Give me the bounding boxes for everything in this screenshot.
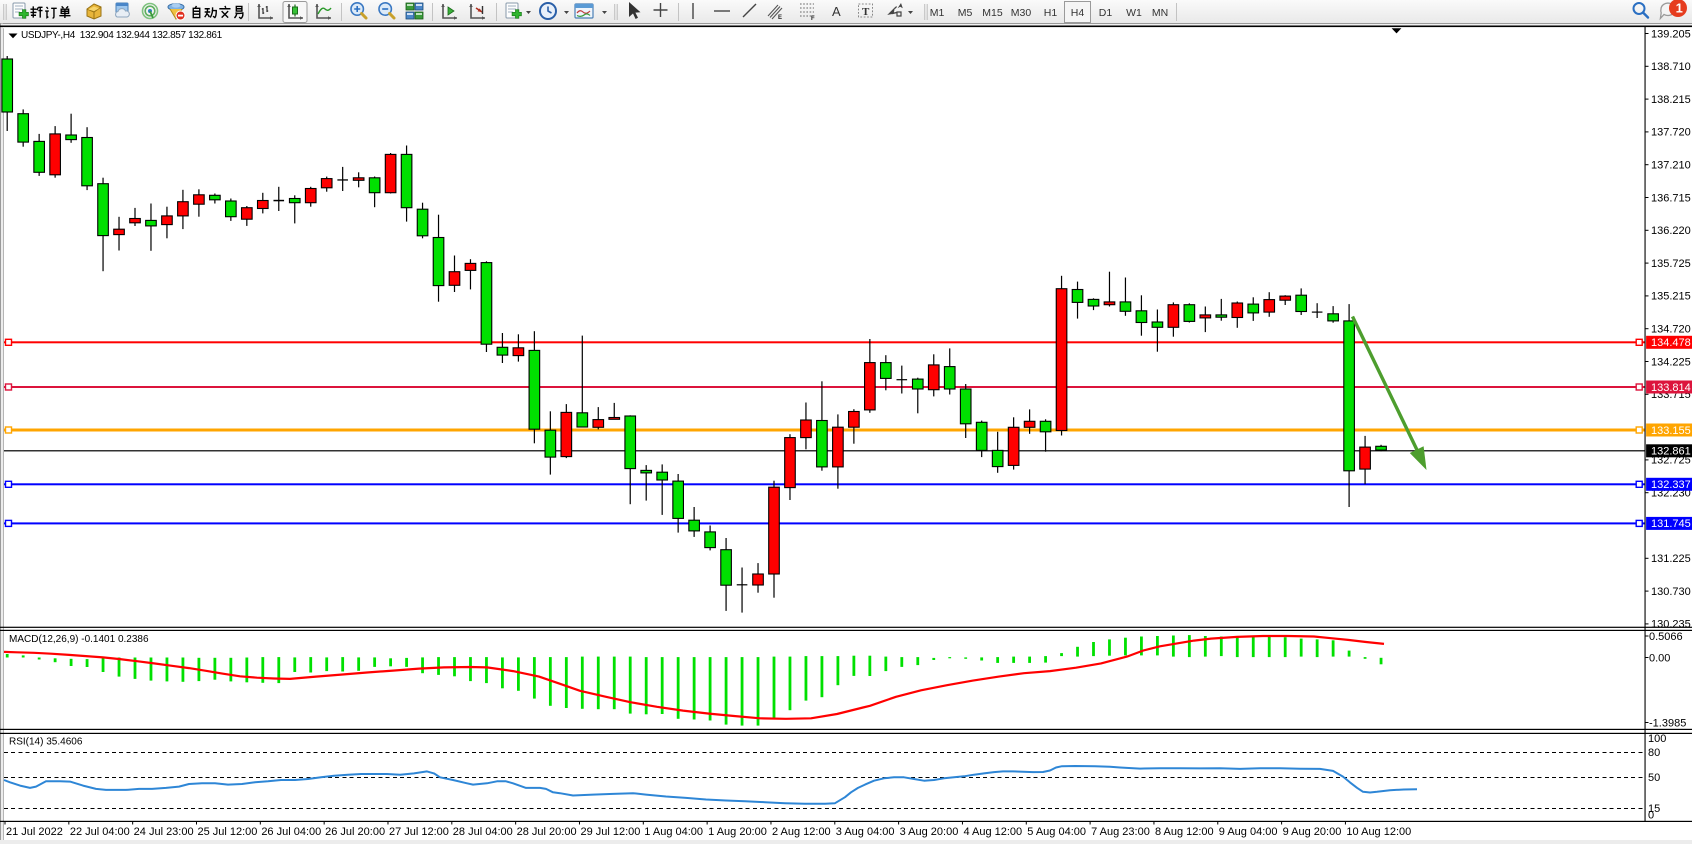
svg-text:131.745: 131.745 bbox=[1651, 518, 1691, 530]
svg-text:50: 50 bbox=[1648, 772, 1660, 784]
svg-text:1 Aug 20:00: 1 Aug 20:00 bbox=[708, 826, 767, 838]
svg-text:135.725: 135.725 bbox=[1651, 258, 1691, 270]
svg-text:0.00: 0.00 bbox=[1649, 652, 1670, 664]
svg-text:136.220: 136.220 bbox=[1651, 225, 1691, 237]
svg-text:137.720: 137.720 bbox=[1651, 127, 1691, 139]
svg-text:26 Jul 04:00: 26 Jul 04:00 bbox=[261, 826, 321, 838]
svg-text:3 Aug 04:00: 3 Aug 04:00 bbox=[836, 826, 895, 838]
svg-text:M5: M5 bbox=[958, 7, 973, 19]
svg-text:27 Jul 12:00: 27 Jul 12:00 bbox=[389, 826, 449, 838]
svg-text:28 Jul 04:00: 28 Jul 04:00 bbox=[453, 826, 513, 838]
svg-text:139.205: 139.205 bbox=[1651, 28, 1691, 40]
svg-text:80: 80 bbox=[1648, 747, 1660, 759]
svg-text:134.720: 134.720 bbox=[1651, 324, 1691, 336]
svg-text:USDJPY-,H4 132.904 132.944 13: USDJPY-,H4 132.904 132.944 132.857 132.8… bbox=[21, 30, 223, 41]
svg-text:H4: H4 bbox=[1071, 7, 1085, 19]
svg-text:133.155: 133.155 bbox=[1651, 425, 1691, 437]
svg-text:9 Aug 04:00: 9 Aug 04:00 bbox=[1219, 826, 1278, 838]
svg-text:138.710: 138.710 bbox=[1651, 61, 1691, 73]
svg-text:132.861: 132.861 bbox=[1651, 446, 1691, 458]
svg-text:133.814: 133.814 bbox=[1651, 382, 1691, 394]
svg-text:10 Aug 12:00: 10 Aug 12:00 bbox=[1346, 826, 1411, 838]
svg-text:0: 0 bbox=[1648, 810, 1654, 822]
svg-text:1 Aug 04:00: 1 Aug 04:00 bbox=[644, 826, 703, 838]
svg-text:4 Aug 12:00: 4 Aug 12:00 bbox=[963, 826, 1022, 838]
svg-text:138.215: 138.215 bbox=[1651, 94, 1691, 106]
svg-text:134.225: 134.225 bbox=[1651, 356, 1691, 368]
svg-text:H1: H1 bbox=[1044, 7, 1058, 19]
svg-text:M15: M15 bbox=[982, 7, 1003, 19]
svg-text:0.5066: 0.5066 bbox=[1649, 631, 1683, 643]
svg-text:MACD(12,26,9) -0.1401 0.2386: MACD(12,26,9) -0.1401 0.2386 bbox=[9, 634, 149, 645]
svg-text:-1.3985: -1.3985 bbox=[1649, 717, 1686, 729]
svg-text:M30: M30 bbox=[1011, 7, 1032, 19]
svg-text:8 Aug 12:00: 8 Aug 12:00 bbox=[1155, 826, 1214, 838]
svg-text:136.715: 136.715 bbox=[1651, 192, 1691, 204]
svg-text:29 Jul 12:00: 29 Jul 12:00 bbox=[580, 826, 640, 838]
svg-text:130.235: 130.235 bbox=[1651, 619, 1691, 631]
svg-text:25 Jul 12:00: 25 Jul 12:00 bbox=[197, 826, 257, 838]
svg-text:D1: D1 bbox=[1099, 7, 1113, 19]
svg-text:A: A bbox=[832, 4, 841, 19]
svg-text:134.478: 134.478 bbox=[1651, 337, 1691, 349]
svg-text:2 Aug 12:00: 2 Aug 12:00 bbox=[772, 826, 831, 838]
svg-text:7 Aug 23:00: 7 Aug 23:00 bbox=[1091, 826, 1150, 838]
svg-text:26 Jul 20:00: 26 Jul 20:00 bbox=[325, 826, 385, 838]
svg-text:W1: W1 bbox=[1126, 7, 1142, 19]
svg-text:24 Jul 23:00: 24 Jul 23:00 bbox=[134, 826, 194, 838]
svg-text:9 Aug 20:00: 9 Aug 20:00 bbox=[1283, 826, 1342, 838]
svg-text:E: E bbox=[778, 15, 782, 21]
svg-text:T: T bbox=[862, 6, 870, 18]
svg-text:21 Jul 2022: 21 Jul 2022 bbox=[6, 826, 63, 838]
svg-text:100: 100 bbox=[1648, 733, 1666, 745]
svg-text:137.210: 137.210 bbox=[1651, 160, 1691, 172]
svg-text:135.215: 135.215 bbox=[1651, 291, 1691, 303]
svg-text:5 Aug 04:00: 5 Aug 04:00 bbox=[1027, 826, 1086, 838]
svg-text:F: F bbox=[811, 16, 815, 22]
svg-text:RSI(14) 35.4606: RSI(14) 35.4606 bbox=[9, 737, 83, 748]
svg-text:130.730: 130.730 bbox=[1651, 586, 1691, 598]
svg-text:132.725: 132.725 bbox=[1651, 455, 1691, 467]
svg-text:28 Jul 20:00: 28 Jul 20:00 bbox=[517, 826, 577, 838]
svg-text:22 Jul 04:00: 22 Jul 04:00 bbox=[70, 826, 130, 838]
svg-text:M1: M1 bbox=[930, 7, 945, 19]
svg-text:3 Aug 20:00: 3 Aug 20:00 bbox=[900, 826, 959, 838]
svg-text:15: 15 bbox=[1648, 803, 1660, 815]
svg-text:1: 1 bbox=[1676, 1, 1683, 16]
svg-text:132.337: 132.337 bbox=[1651, 479, 1691, 491]
svg-text:MN: MN bbox=[1152, 7, 1168, 19]
svg-text:131.225: 131.225 bbox=[1651, 553, 1691, 565]
